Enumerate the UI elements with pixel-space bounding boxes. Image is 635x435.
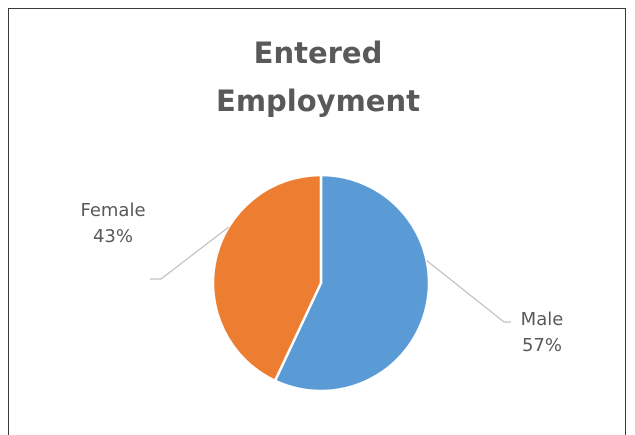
leader-lines — [150, 226, 511, 323]
chart-title-line-2: Employment — [216, 84, 420, 118]
pie-slice-male — [273, 173, 431, 393]
leader-line-male — [426, 260, 511, 323]
data-label-male: Male 57% — [497, 307, 587, 359]
data-label-female: Female 43% — [59, 198, 167, 250]
data-label-female-category: Female — [80, 200, 146, 221]
pie-slice-female — [211, 173, 323, 382]
pie-slices — [211, 173, 431, 393]
pie-chart — [150, 173, 511, 393]
leader-line-female — [150, 226, 229, 280]
chart-area: Entered Employment Female 43% Male 57% — [8, 8, 626, 435]
data-label-female-percent: 43% — [92, 226, 133, 247]
chart-title-line-1: Entered — [253, 36, 383, 70]
data-label-male-category: Male — [520, 309, 564, 330]
data-label-male-percent: 57% — [521, 335, 562, 356]
